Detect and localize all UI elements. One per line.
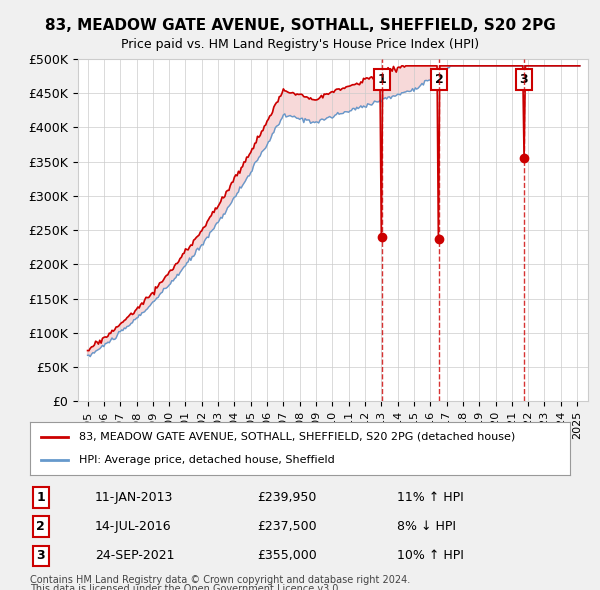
Text: 2: 2 xyxy=(434,73,443,86)
Text: Contains HM Land Registry data © Crown copyright and database right 2024.: Contains HM Land Registry data © Crown c… xyxy=(30,575,410,585)
Text: Price paid vs. HM Land Registry's House Price Index (HPI): Price paid vs. HM Land Registry's House … xyxy=(121,38,479,51)
Text: 1: 1 xyxy=(377,73,386,86)
Text: This data is licensed under the Open Government Licence v3.0.: This data is licensed under the Open Gov… xyxy=(30,584,341,590)
Text: 11-JAN-2013: 11-JAN-2013 xyxy=(95,491,173,504)
Text: 14-JUL-2016: 14-JUL-2016 xyxy=(95,520,172,533)
Text: 3: 3 xyxy=(520,73,528,86)
Text: 83, MEADOW GATE AVENUE, SOTHALL, SHEFFIELD, S20 2PG (detached house): 83, MEADOW GATE AVENUE, SOTHALL, SHEFFIE… xyxy=(79,432,515,442)
Text: 24-SEP-2021: 24-SEP-2021 xyxy=(95,549,175,562)
Text: £355,000: £355,000 xyxy=(257,549,317,562)
Text: 83, MEADOW GATE AVENUE, SOTHALL, SHEFFIELD, S20 2PG: 83, MEADOW GATE AVENUE, SOTHALL, SHEFFIE… xyxy=(44,18,556,32)
Text: 10% ↑ HPI: 10% ↑ HPI xyxy=(397,549,464,562)
Text: 11% ↑ HPI: 11% ↑ HPI xyxy=(397,491,464,504)
Text: 2: 2 xyxy=(37,520,45,533)
Text: 3: 3 xyxy=(37,549,45,562)
Text: 8% ↓ HPI: 8% ↓ HPI xyxy=(397,520,456,533)
Text: 1: 1 xyxy=(37,491,45,504)
Text: HPI: Average price, detached house, Sheffield: HPI: Average price, detached house, Shef… xyxy=(79,455,334,465)
Text: £237,500: £237,500 xyxy=(257,520,316,533)
Text: £239,950: £239,950 xyxy=(257,491,316,504)
